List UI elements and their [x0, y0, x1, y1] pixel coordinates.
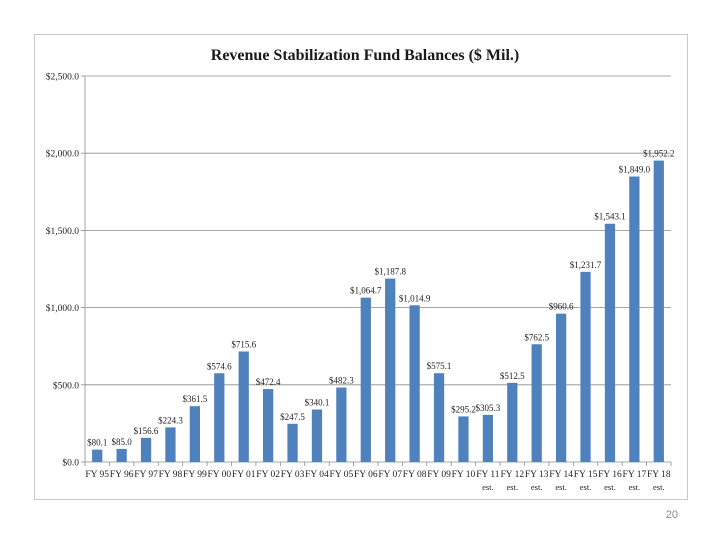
x-tick-label: FY 18 — [647, 470, 671, 480]
axes — [81, 75, 672, 466]
data-label: $575.1 — [427, 361, 452, 371]
data-label: $305.3 — [476, 403, 501, 413]
bar — [189, 406, 201, 462]
data-label: $472.4 — [256, 377, 281, 387]
bar — [262, 389, 274, 462]
x-tick-sublabel: est. — [629, 482, 641, 492]
bar — [140, 437, 152, 462]
x-tick-label: FY 07 — [378, 470, 402, 480]
x-tick-label: FY 04 — [305, 470, 329, 480]
data-label: $224.3 — [158, 415, 183, 425]
bar — [555, 313, 567, 462]
bar — [116, 448, 127, 462]
data-label: $512.5 — [500, 371, 525, 381]
x-tick-label: FY 97 — [134, 470, 158, 480]
x-tick-label: FY 99 — [183, 470, 207, 480]
data-label: $1,231.7 — [570, 260, 602, 270]
x-tick-sublabel: est. — [531, 482, 543, 492]
x-tick-label: FY 06 — [354, 470, 378, 480]
gridlines — [85, 75, 671, 386]
y-tick-label: $1,000.0 — [46, 303, 80, 314]
bar — [287, 423, 298, 462]
x-tick-label: FY 96 — [110, 470, 134, 480]
data-label: $156.6 — [134, 426, 159, 436]
bar — [604, 223, 616, 462]
x-tick-label: FY 09 — [427, 470, 451, 480]
y-tick-label: $500.0 — [53, 380, 79, 391]
bar — [580, 271, 591, 462]
bar — [482, 414, 494, 462]
x-tick-sublabel: est. — [580, 482, 592, 492]
x-tick-label: FY 05 — [330, 470, 354, 480]
data-label: $1,849.0 — [619, 165, 651, 175]
x-tick-label: FY 13 — [525, 470, 549, 480]
data-label: $1,014.9 — [399, 293, 431, 303]
bar — [458, 416, 469, 462]
y-tick-label: $2,500.0 — [46, 72, 80, 83]
data-label: $482.3 — [329, 376, 354, 386]
y-tick-label: $1,500.0 — [46, 226, 80, 237]
data-label: $295.2 — [451, 404, 476, 414]
data-label: $1,064.7 — [350, 286, 382, 296]
data-label: $85.0 — [112, 437, 133, 447]
x-tick-label: FY 17 — [623, 470, 647, 480]
x-tick-sublabel: est. — [555, 482, 567, 492]
y-tick-label: $2,000.0 — [46, 149, 80, 160]
bar — [165, 427, 176, 462]
x-tick-sublabel: est. — [604, 482, 616, 492]
bar — [92, 449, 103, 462]
x-tick-label: FY 12 — [500, 470, 524, 480]
bar — [507, 382, 518, 462]
x-tick-label: FY 11 — [476, 470, 500, 480]
axis-ticks: $0.0 $500.0 $1,000.0 $1,500.0 $2,000.0 $2,500… — [46, 72, 671, 493]
bar — [336, 387, 347, 462]
x-tick-sublabel: est. — [653, 482, 665, 492]
data-labels: $80.1 $85.0$156.6$224.3 $361.5 $574.6 $715.6… — [87, 149, 674, 448]
bar — [433, 373, 445, 462]
bar — [385, 278, 396, 462]
x-tick-label: FY 15 — [574, 470, 598, 480]
data-label: $361.5 — [183, 394, 208, 404]
data-label: $574.6 — [207, 361, 232, 371]
data-label: $960.6 — [549, 302, 574, 312]
x-tick-label: FY 98 — [159, 470, 183, 480]
data-label: $1,187.8 — [374, 267, 406, 277]
x-tick-label: FY 01 — [232, 470, 256, 480]
data-label: $247.5 — [280, 412, 305, 422]
bar — [311, 409, 323, 462]
data-label: $762.5 — [524, 332, 549, 342]
data-label: $340.1 — [305, 397, 330, 407]
x-tick-label: FY 03 — [281, 470, 305, 480]
x-tick-label: FY 00 — [207, 470, 231, 480]
data-label: $80.1 — [87, 438, 107, 448]
chart-container: Revenue Stabilization Fund Balances ($ M… — [34, 34, 688, 500]
data-label: $1,543.1 — [594, 212, 626, 222]
x-tick-label: FY 16 — [598, 470, 622, 480]
bar — [531, 344, 542, 462]
data-label: $1,952.2 — [643, 149, 675, 159]
page-number: 20 — [665, 509, 678, 521]
bar — [409, 305, 420, 462]
bar — [629, 176, 640, 462]
y-tick-label: $0.0 — [62, 458, 79, 469]
data-label: $715.6 — [231, 340, 256, 350]
x-tick-sublabel: est. — [507, 482, 519, 492]
x-tick-label: FY 14 — [549, 470, 573, 480]
chart-title: Revenue Stabilization Fund Balances ($ M… — [211, 47, 519, 64]
bar — [653, 160, 664, 462]
x-tick-label: FY 95 — [85, 470, 109, 480]
bars — [92, 160, 664, 462]
x-tick-label: FY 08 — [403, 470, 427, 480]
x-tick-sublabel: est. — [482, 482, 494, 492]
bar-chart: Revenue Stabilization Fund Balances ($ M… — [46, 47, 675, 493]
x-tick-label: FY 02 — [256, 470, 280, 480]
bar — [360, 297, 371, 462]
bar — [238, 351, 249, 462]
x-tick-label: FY 10 — [452, 470, 476, 480]
bar — [214, 373, 225, 462]
